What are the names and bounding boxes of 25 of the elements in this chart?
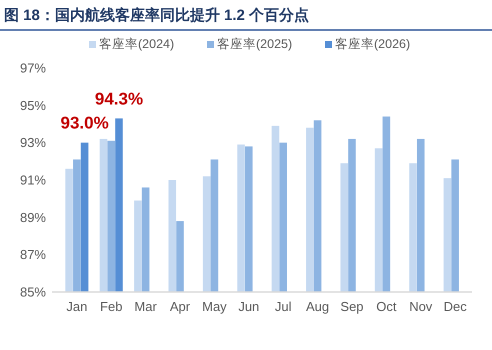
x-tick-label: Apr: [170, 299, 191, 314]
x-tick-label: Nov: [409, 299, 433, 314]
y-tick-label: 87%: [20, 247, 46, 262]
data-label: 94.3%: [94, 89, 144, 108]
legend-label: 客座率(2025): [217, 36, 292, 51]
x-tick-label: Jan: [66, 299, 88, 314]
legend-label: 客座率(2026): [335, 36, 410, 51]
x-tick-label: May: [202, 299, 228, 314]
y-tick-label: 97%: [20, 60, 46, 76]
x-tick-label: Jul: [274, 299, 292, 314]
y-tick-label: 93%: [20, 135, 46, 150]
x-tick-label: Oct: [376, 299, 397, 314]
x-tick-label: Sep: [340, 299, 364, 314]
x-tick-label: Feb: [100, 299, 122, 314]
x-tick-label: Jun: [238, 299, 260, 314]
y-tick-label: 95%: [20, 98, 46, 113]
x-tick-label: Dec: [444, 299, 468, 314]
y-tick-label: 91%: [20, 172, 46, 188]
y-tick-label: 85%: [20, 284, 46, 300]
legend-label: 客座率(2024): [99, 36, 174, 51]
x-tick-label: Aug: [306, 299, 330, 314]
data-label: 93.0%: [60, 114, 109, 133]
y-tick-label: 89%: [20, 210, 46, 225]
chart-title: 图 18：国内航线客座率同比提升 1.2 个百分点: [4, 6, 310, 24]
x-tick-label: Mar: [134, 299, 158, 314]
